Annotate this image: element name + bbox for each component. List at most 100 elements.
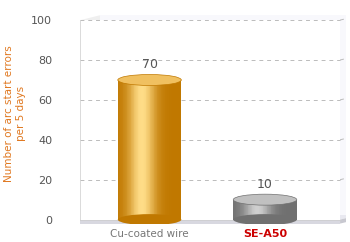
Polygon shape <box>178 80 179 219</box>
Polygon shape <box>168 80 169 219</box>
Polygon shape <box>267 200 268 219</box>
Polygon shape <box>258 200 259 219</box>
Polygon shape <box>125 80 126 219</box>
Polygon shape <box>156 80 157 219</box>
Polygon shape <box>162 80 163 219</box>
Polygon shape <box>287 200 288 219</box>
Text: Cu-coated wire: Cu-coated wire <box>110 229 189 239</box>
Polygon shape <box>180 80 181 219</box>
Polygon shape <box>118 80 119 219</box>
Polygon shape <box>120 80 121 219</box>
Polygon shape <box>100 15 350 215</box>
Polygon shape <box>242 200 243 219</box>
Polygon shape <box>173 80 174 219</box>
Polygon shape <box>131 80 132 219</box>
Polygon shape <box>151 80 152 219</box>
Polygon shape <box>135 80 136 219</box>
Polygon shape <box>284 200 285 219</box>
Polygon shape <box>158 80 159 219</box>
Polygon shape <box>130 80 131 219</box>
Polygon shape <box>257 200 258 219</box>
Polygon shape <box>155 80 156 219</box>
Polygon shape <box>123 80 124 219</box>
Polygon shape <box>294 200 295 219</box>
Polygon shape <box>126 80 127 219</box>
Polygon shape <box>164 80 166 219</box>
Polygon shape <box>256 200 257 219</box>
Polygon shape <box>150 80 151 219</box>
Polygon shape <box>340 215 350 224</box>
Polygon shape <box>245 200 246 219</box>
Polygon shape <box>127 80 128 219</box>
Polygon shape <box>262 200 264 219</box>
Text: 70: 70 <box>141 59 158 71</box>
Polygon shape <box>249 200 250 219</box>
Polygon shape <box>234 200 235 219</box>
Polygon shape <box>237 200 238 219</box>
Polygon shape <box>122 80 123 219</box>
Polygon shape <box>285 200 286 219</box>
Polygon shape <box>134 80 135 219</box>
Polygon shape <box>144 80 145 219</box>
Polygon shape <box>143 80 144 219</box>
Polygon shape <box>169 80 170 219</box>
Polygon shape <box>241 200 242 219</box>
Polygon shape <box>233 200 234 219</box>
Polygon shape <box>286 200 287 219</box>
Polygon shape <box>235 200 236 219</box>
Polygon shape <box>276 200 277 219</box>
Polygon shape <box>129 80 130 219</box>
Ellipse shape <box>118 214 181 225</box>
Polygon shape <box>124 80 125 219</box>
Polygon shape <box>251 200 252 219</box>
Polygon shape <box>140 80 141 219</box>
Polygon shape <box>160 80 161 219</box>
Polygon shape <box>290 200 291 219</box>
Polygon shape <box>166 80 167 219</box>
Polygon shape <box>153 80 154 219</box>
Polygon shape <box>296 200 297 219</box>
Y-axis label: Number of arc start errors
per 5 days: Number of arc start errors per 5 days <box>4 45 26 182</box>
Polygon shape <box>273 200 274 219</box>
Polygon shape <box>289 200 290 219</box>
Polygon shape <box>170 80 171 219</box>
Polygon shape <box>163 80 164 219</box>
Polygon shape <box>152 80 153 219</box>
Polygon shape <box>119 80 120 219</box>
Polygon shape <box>268 200 269 219</box>
Ellipse shape <box>233 214 297 225</box>
Polygon shape <box>260 200 261 219</box>
Ellipse shape <box>118 75 181 85</box>
Polygon shape <box>270 200 271 219</box>
Polygon shape <box>278 200 279 219</box>
Polygon shape <box>177 80 178 219</box>
Polygon shape <box>246 200 247 219</box>
Polygon shape <box>254 200 255 219</box>
Polygon shape <box>157 80 158 219</box>
Polygon shape <box>272 200 273 219</box>
Polygon shape <box>148 80 149 219</box>
Polygon shape <box>282 200 283 219</box>
Polygon shape <box>179 80 180 219</box>
Polygon shape <box>139 80 140 219</box>
Polygon shape <box>145 80 146 219</box>
Polygon shape <box>248 200 249 219</box>
Polygon shape <box>288 200 289 219</box>
Polygon shape <box>253 200 254 219</box>
Polygon shape <box>171 80 172 219</box>
Polygon shape <box>80 15 100 219</box>
Polygon shape <box>174 80 175 219</box>
Polygon shape <box>128 80 129 219</box>
Polygon shape <box>243 200 244 219</box>
Polygon shape <box>137 80 138 219</box>
Polygon shape <box>271 200 272 219</box>
Polygon shape <box>132 80 133 219</box>
Polygon shape <box>240 200 241 219</box>
Polygon shape <box>274 200 275 219</box>
Polygon shape <box>269 200 270 219</box>
Polygon shape <box>146 80 147 219</box>
Polygon shape <box>172 80 173 219</box>
Polygon shape <box>292 200 293 219</box>
Ellipse shape <box>233 194 297 205</box>
Polygon shape <box>291 200 292 219</box>
